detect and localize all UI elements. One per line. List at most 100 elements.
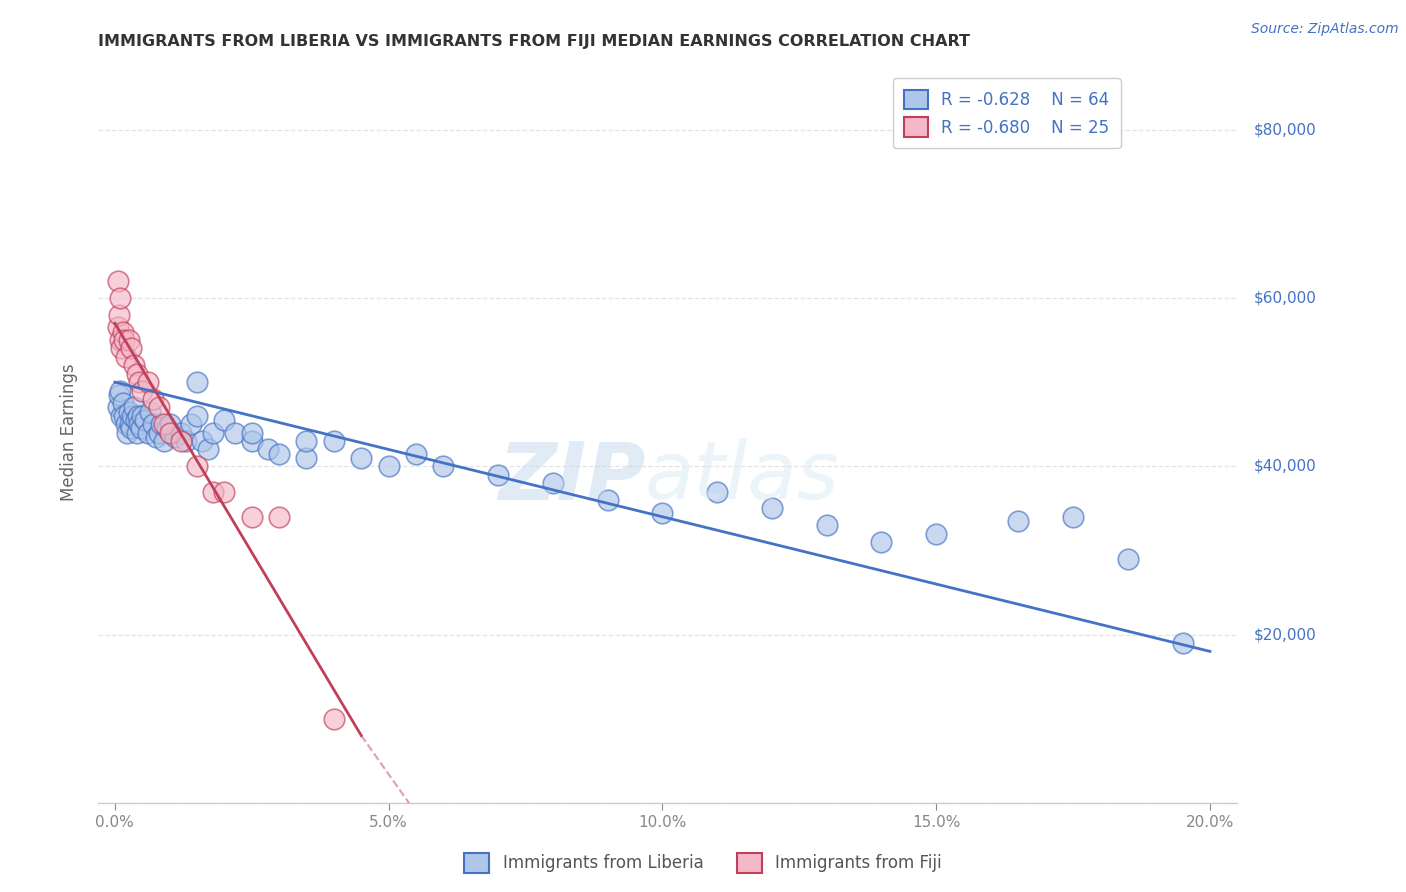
Point <box>596 492 619 507</box>
Point <box>117 333 139 347</box>
Point <box>148 401 170 415</box>
Point <box>110 342 132 356</box>
Point <box>107 320 129 334</box>
Point <box>131 384 153 398</box>
Point <box>870 535 893 549</box>
Point <box>186 409 208 423</box>
Point <box>541 476 564 491</box>
Point <box>224 425 246 440</box>
Legend: Immigrants from Liberia, Immigrants from Fiji: Immigrants from Liberia, Immigrants from… <box>457 847 949 880</box>
Point <box>148 425 170 440</box>
Point <box>142 417 165 432</box>
Point <box>432 459 454 474</box>
Point <box>165 430 187 444</box>
Point <box>120 342 142 356</box>
Point <box>1062 509 1084 524</box>
Point <box>117 404 139 418</box>
Text: $40,000: $40,000 <box>1254 458 1316 474</box>
Point <box>761 501 783 516</box>
Point <box>295 450 318 465</box>
Point <box>197 442 219 457</box>
Point <box>110 333 132 347</box>
Point <box>127 409 149 423</box>
Point <box>240 434 263 448</box>
Text: $60,000: $60,000 <box>1254 291 1316 305</box>
Point <box>257 442 280 457</box>
Point <box>112 409 135 423</box>
Point <box>1116 551 1139 566</box>
Point <box>136 375 159 389</box>
Point <box>214 484 236 499</box>
Text: ZIP: ZIP <box>498 438 645 516</box>
Point <box>153 434 176 448</box>
Point <box>240 425 263 440</box>
Point <box>815 518 838 533</box>
Point <box>350 450 373 465</box>
Y-axis label: Median Earnings: Median Earnings <box>59 364 77 501</box>
Text: $20,000: $20,000 <box>1254 627 1316 642</box>
Point <box>124 413 146 427</box>
Point <box>153 417 176 432</box>
Point <box>112 396 135 410</box>
Point <box>202 425 225 440</box>
Point <box>128 375 150 389</box>
Point <box>120 421 142 435</box>
Point <box>131 409 153 423</box>
Point <box>107 401 129 415</box>
Point <box>486 467 509 482</box>
Point <box>159 417 181 432</box>
Point <box>269 447 291 461</box>
Text: $80,000: $80,000 <box>1254 122 1316 137</box>
Point <box>108 308 131 322</box>
Point <box>139 404 162 418</box>
Point <box>202 484 225 499</box>
Point <box>142 392 165 406</box>
Point <box>706 484 728 499</box>
Point <box>120 417 142 432</box>
Point <box>136 425 159 440</box>
Point <box>240 509 263 524</box>
Text: Source: ZipAtlas.com: Source: ZipAtlas.com <box>1251 22 1399 37</box>
Point <box>1007 514 1029 528</box>
Point <box>156 421 179 435</box>
Point <box>925 526 948 541</box>
Point <box>112 333 135 347</box>
Point <box>214 413 236 427</box>
Point <box>295 434 318 448</box>
Point <box>269 509 291 524</box>
Point <box>145 430 167 444</box>
Point <box>125 425 148 440</box>
Point <box>377 459 399 474</box>
Point <box>1171 636 1194 650</box>
Point <box>115 425 138 440</box>
Point <box>129 421 152 435</box>
Point <box>191 434 214 448</box>
Point <box>186 375 208 389</box>
Legend: R = -0.628    N = 64, R = -0.680    N = 25: R = -0.628 N = 64, R = -0.680 N = 25 <box>893 78 1121 148</box>
Point <box>174 434 197 448</box>
Point <box>110 409 132 423</box>
Text: atlas: atlas <box>645 438 839 516</box>
Point <box>180 417 202 432</box>
Text: IMMIGRANTS FROM LIBERIA VS IMMIGRANTS FROM FIJI MEDIAN EARNINGS CORRELATION CHAR: IMMIGRANTS FROM LIBERIA VS IMMIGRANTS FR… <box>98 34 970 49</box>
Point <box>169 425 191 440</box>
Point <box>107 274 129 288</box>
Point <box>121 409 143 423</box>
Point <box>122 401 145 415</box>
Point <box>651 506 673 520</box>
Point <box>112 325 135 339</box>
Point <box>122 359 145 373</box>
Point <box>159 425 181 440</box>
Point <box>405 447 427 461</box>
Point <box>128 417 150 432</box>
Point <box>134 413 156 427</box>
Point <box>169 434 191 448</box>
Point <box>110 291 132 305</box>
Point <box>125 367 148 381</box>
Point <box>108 388 131 402</box>
Point <box>114 350 136 364</box>
Point <box>322 434 344 448</box>
Point <box>150 417 173 432</box>
Point <box>186 459 208 474</box>
Point <box>322 712 344 726</box>
